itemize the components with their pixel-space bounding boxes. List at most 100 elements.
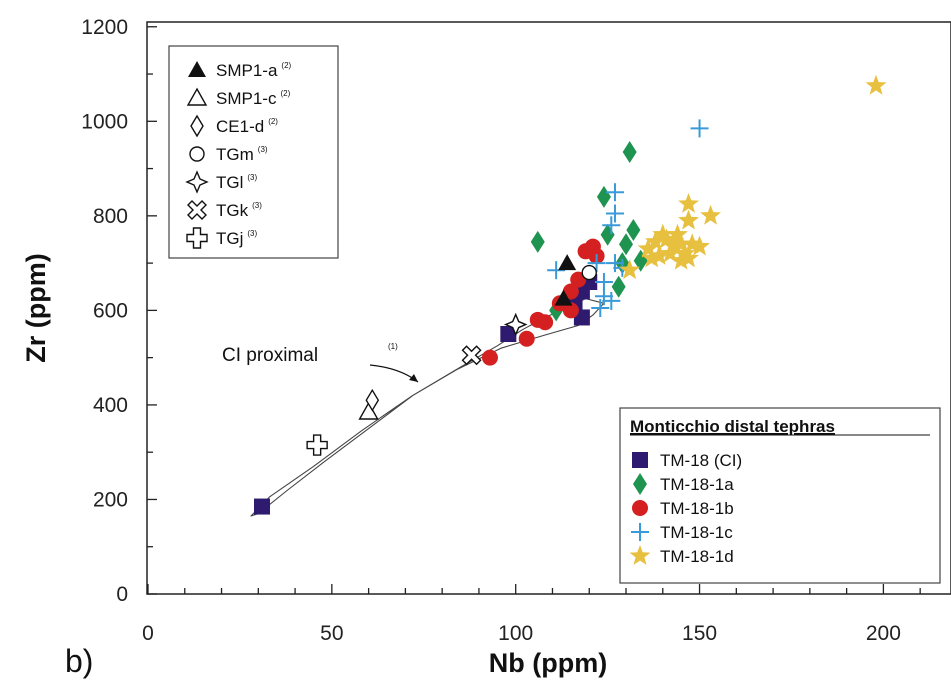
- x-tick-label-0: 0: [142, 622, 154, 645]
- ref-legend-ref-ce1-d: (2): [268, 117, 278, 126]
- ref-legend-marker-tgm: [189, 146, 205, 162]
- point-tm-18-1d-15: [689, 235, 710, 256]
- point-tgl-0: [503, 312, 528, 337]
- x-axis-title: Nb (ppm): [489, 648, 607, 678]
- panel-label: b): [65, 643, 93, 679]
- ref-legend-label-tgm: TGm: [216, 145, 254, 164]
- point-tm-18-1d-20: [670, 233, 692, 254]
- y-axis-title: Zr (ppm): [21, 253, 51, 362]
- ref-legend-label-smp1-c: SMP1-c: [216, 89, 277, 108]
- point-tm-18-1d-10: [637, 237, 659, 258]
- point-tm-18-1c-9: [591, 299, 610, 318]
- y-tick-label-1000: 1000: [81, 110, 128, 133]
- ref-legend-ref-smp1-a: (2): [281, 61, 291, 70]
- x-tick-label-200: 200: [866, 622, 901, 645]
- tephra-legend-title: Monticchio distal tephras: [630, 417, 835, 436]
- point-tm-18-1d-18: [619, 259, 641, 280]
- ref-legend-label-smp1-a: SMP1-a: [216, 61, 278, 80]
- point-tm-18-1d-17: [641, 247, 663, 268]
- ref-legend-ref-tgj: (3): [247, 229, 257, 238]
- ref-legend-ref-tgm: (3): [258, 145, 268, 154]
- point-tm-18-1b-4: [562, 283, 579, 300]
- ci-proximal-annotation: CI proximal: [222, 345, 318, 366]
- ci-proximal-arrowhead: [409, 374, 418, 382]
- point-tm-18-1d-0: [865, 74, 887, 95]
- tephra-legend-label-1: TM-18-1a: [660, 475, 734, 494]
- point-smp1-a-1: [554, 289, 573, 306]
- point-tm-18-1d-16: [678, 247, 699, 268]
- point-tm-18-1d-13: [674, 242, 696, 263]
- point-tm-18-1d-1: [678, 193, 699, 213]
- point-tm-18-1c-3: [602, 216, 621, 235]
- point-tm-18-1d-6: [645, 230, 666, 251]
- point-tm-18-1c-0: [690, 119, 709, 138]
- point-tm-18-1a-4: [600, 223, 615, 246]
- ref-legend-label-tgk: TGk: [216, 201, 249, 220]
- point-tm-18-1c-7: [594, 287, 613, 306]
- ref-legend-label-tgj: TGj: [216, 229, 243, 248]
- y-tick-label-800: 800: [93, 205, 128, 228]
- tephra-legend-marker-3: [631, 523, 649, 541]
- point-tm-18-1a-9: [611, 275, 626, 298]
- point-smp1-a-0: [558, 254, 577, 271]
- point-tm-18-1c-10: [605, 254, 624, 273]
- point-tgk-0: [461, 345, 482, 366]
- ref-legend-marker-smp1-c: [186, 87, 208, 106]
- ref-legend-label-ce1-d: CE1-d: [216, 117, 264, 136]
- point-tm-18-1c-1: [605, 183, 624, 202]
- tephra-legend-marker-1: [633, 473, 647, 495]
- point-tm-18-1a-3: [619, 233, 634, 256]
- y-tick-label-600: 600: [93, 299, 128, 322]
- tephra-legend-label-2: TM-18-1b: [660, 499, 734, 518]
- point-tm-18-1c-5: [587, 254, 606, 273]
- ref-legend-ref-tgl: (3): [247, 173, 257, 182]
- y-tick-label-200: 200: [93, 488, 128, 511]
- axis-ticks: 0 50 100 150 200 0 200 400 600 800 1000 1200: [81, 16, 921, 645]
- point-ce1-d-0: [365, 388, 380, 412]
- point-tm-18-1d-12: [667, 223, 688, 244]
- ref-legend-marker-smp1-a: [188, 61, 206, 77]
- point-tm-18-1a-0: [530, 230, 545, 253]
- tephra-legend-label-4: TM-18-1d: [660, 547, 734, 566]
- x-tick-label-50: 50: [320, 622, 343, 645]
- ref-legend-marker-tgk: [187, 200, 207, 220]
- point-tm-18-1b-3: [537, 314, 554, 331]
- y-tick-label-400: 400: [93, 394, 128, 417]
- tephra-legend-marker-2: [632, 500, 648, 516]
- point-tm-18-ci--1: [500, 326, 517, 343]
- point-tm-18-1a-1: [596, 185, 611, 208]
- ref-legend-marker-tgl: [185, 170, 209, 194]
- ci-proximal-envelope: [250, 298, 605, 517]
- point-tm-18-1d-4: [652, 223, 674, 244]
- point-tm-18-1d-3: [678, 209, 699, 230]
- point-tm-18-1d-2: [700, 204, 721, 225]
- point-tgj-0: [306, 434, 328, 456]
- data-points: [253, 74, 887, 515]
- ref-legend-marker-ce1-d: [190, 114, 204, 138]
- point-tgm-0: [581, 264, 597, 281]
- ci-proximal-envelope-layer: [250, 298, 605, 517]
- plot-frame: [146, 21, 951, 595]
- ref-legend-ref-smp1-c: (2): [280, 89, 290, 98]
- point-tm-18-ci--0: [253, 498, 270, 515]
- tephra-legend-marker-0: [632, 452, 648, 468]
- tephra-legend-label-3: TM-18-1c: [660, 523, 733, 542]
- y-tick-label-0: 0: [116, 583, 128, 606]
- point-tm-18-1c-4: [547, 261, 566, 280]
- point-smp1-c-0: [358, 401, 379, 420]
- x-tick-label-150: 150: [682, 622, 717, 645]
- ci-proximal-annotation-ref: (1): [388, 342, 398, 351]
- x-tick-label-100: 100: [498, 622, 533, 645]
- point-tm-18-1d-7: [659, 242, 681, 263]
- point-tm-18-1c-8: [602, 291, 621, 310]
- reference-legend: SMP1-a (2)SMP1-c (2)CE1-d (2)TGm (3)TGl (3)TG…: [168, 45, 339, 259]
- point-tm-18-1a-2: [622, 141, 637, 164]
- ref-legend-label-tgl: TGl: [216, 173, 243, 192]
- tephra-legend-box: [619, 407, 941, 584]
- point-tm-18-1a-6: [626, 219, 641, 242]
- point-tm-18-1b-1: [518, 330, 535, 347]
- ref-legend-marker-tgj: [186, 227, 208, 249]
- tephra-legend-label-0: TM-18 (CI): [660, 451, 742, 470]
- y-tick-label-1200: 1200: [81, 16, 128, 39]
